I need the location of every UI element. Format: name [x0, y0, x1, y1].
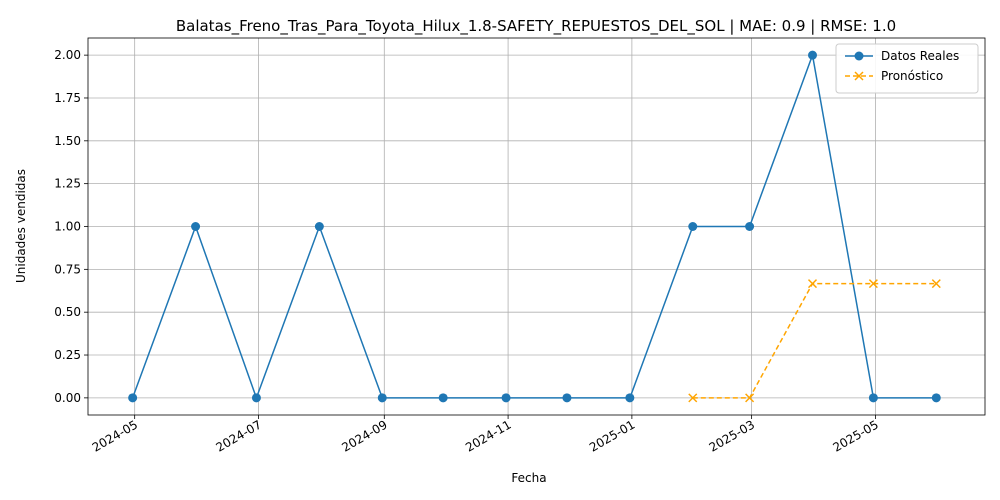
y-tick-label: 0.75 — [54, 262, 81, 276]
data-point-forecast — [931, 279, 941, 289]
data-point-real — [868, 393, 878, 403]
data-point-real — [931, 393, 941, 403]
data-point-real — [625, 393, 635, 403]
x-marker-stroke — [688, 393, 698, 403]
legend-label-real: Datos Reales — [881, 49, 959, 63]
data-point-real — [688, 222, 698, 231]
x-tick-label: 2025-01 — [587, 417, 637, 454]
data-point-real — [377, 393, 387, 403]
axis-ticks: 0.00 0.25 0.50 0.75 1.00 1.25 1.50 1.75 2.00 2024… — [54, 48, 881, 455]
data-point-forecast — [688, 393, 698, 403]
legend-marker-real — [854, 51, 864, 61]
grid-lines — [88, 38, 985, 415]
x-axis-label: Fecha — [511, 471, 546, 485]
x-marker-stroke — [868, 279, 878, 289]
x-tick-label: 2025-05 — [830, 417, 880, 454]
plot-series — [128, 50, 941, 403]
y-tick-label: 1.75 — [54, 91, 81, 105]
y-tick-label: 0.00 — [54, 391, 81, 405]
chart-title: Balatas_Freno_Tras_Para_Toyota_Hilux_1.8… — [176, 17, 896, 36]
legend-marker-forecast — [854, 71, 864, 81]
series-line-real — [131, 52, 937, 401]
x-marker-stroke — [745, 393, 755, 403]
y-tick-label: 1.25 — [54, 177, 81, 191]
y-tick-label: 1.50 — [54, 134, 81, 148]
y-tick-label: 2.00 — [54, 48, 81, 62]
x-tick-label: 2024-11 — [463, 417, 513, 454]
data-point-forecast — [745, 393, 755, 403]
x-marker-stroke — [807, 279, 818, 289]
legend-label-forecast: Pronóstico — [881, 69, 943, 83]
x-tick-label: 2024-07 — [214, 417, 264, 454]
data-point-forecast — [868, 279, 878, 289]
data-point-real — [562, 393, 572, 403]
y-tick-label: 0.50 — [54, 305, 81, 319]
legend: Datos Reales Pronóstico — [835, 43, 979, 94]
y-tick-label: 1.00 — [54, 220, 81, 234]
x-tick-label: 2024-09 — [339, 417, 389, 454]
series-line-forecast — [692, 282, 937, 399]
data-point-real — [438, 393, 448, 403]
x-tick-label: 2025-03 — [707, 417, 757, 454]
y-axis-label: Unidades vendidas — [14, 169, 28, 283]
data-point-real — [745, 222, 755, 231]
data-point-real — [128, 393, 138, 403]
x-tick-label: 2024-05 — [90, 417, 140, 454]
data-point-real — [251, 393, 261, 403]
data-point-real — [808, 50, 817, 60]
data-point-real — [501, 393, 511, 403]
data-point-forecast — [807, 279, 818, 289]
y-tick-label: 0.25 — [54, 348, 81, 362]
x-marker-stroke — [931, 279, 941, 289]
data-point-real — [314, 222, 324, 231]
data-point-real — [191, 222, 201, 231]
